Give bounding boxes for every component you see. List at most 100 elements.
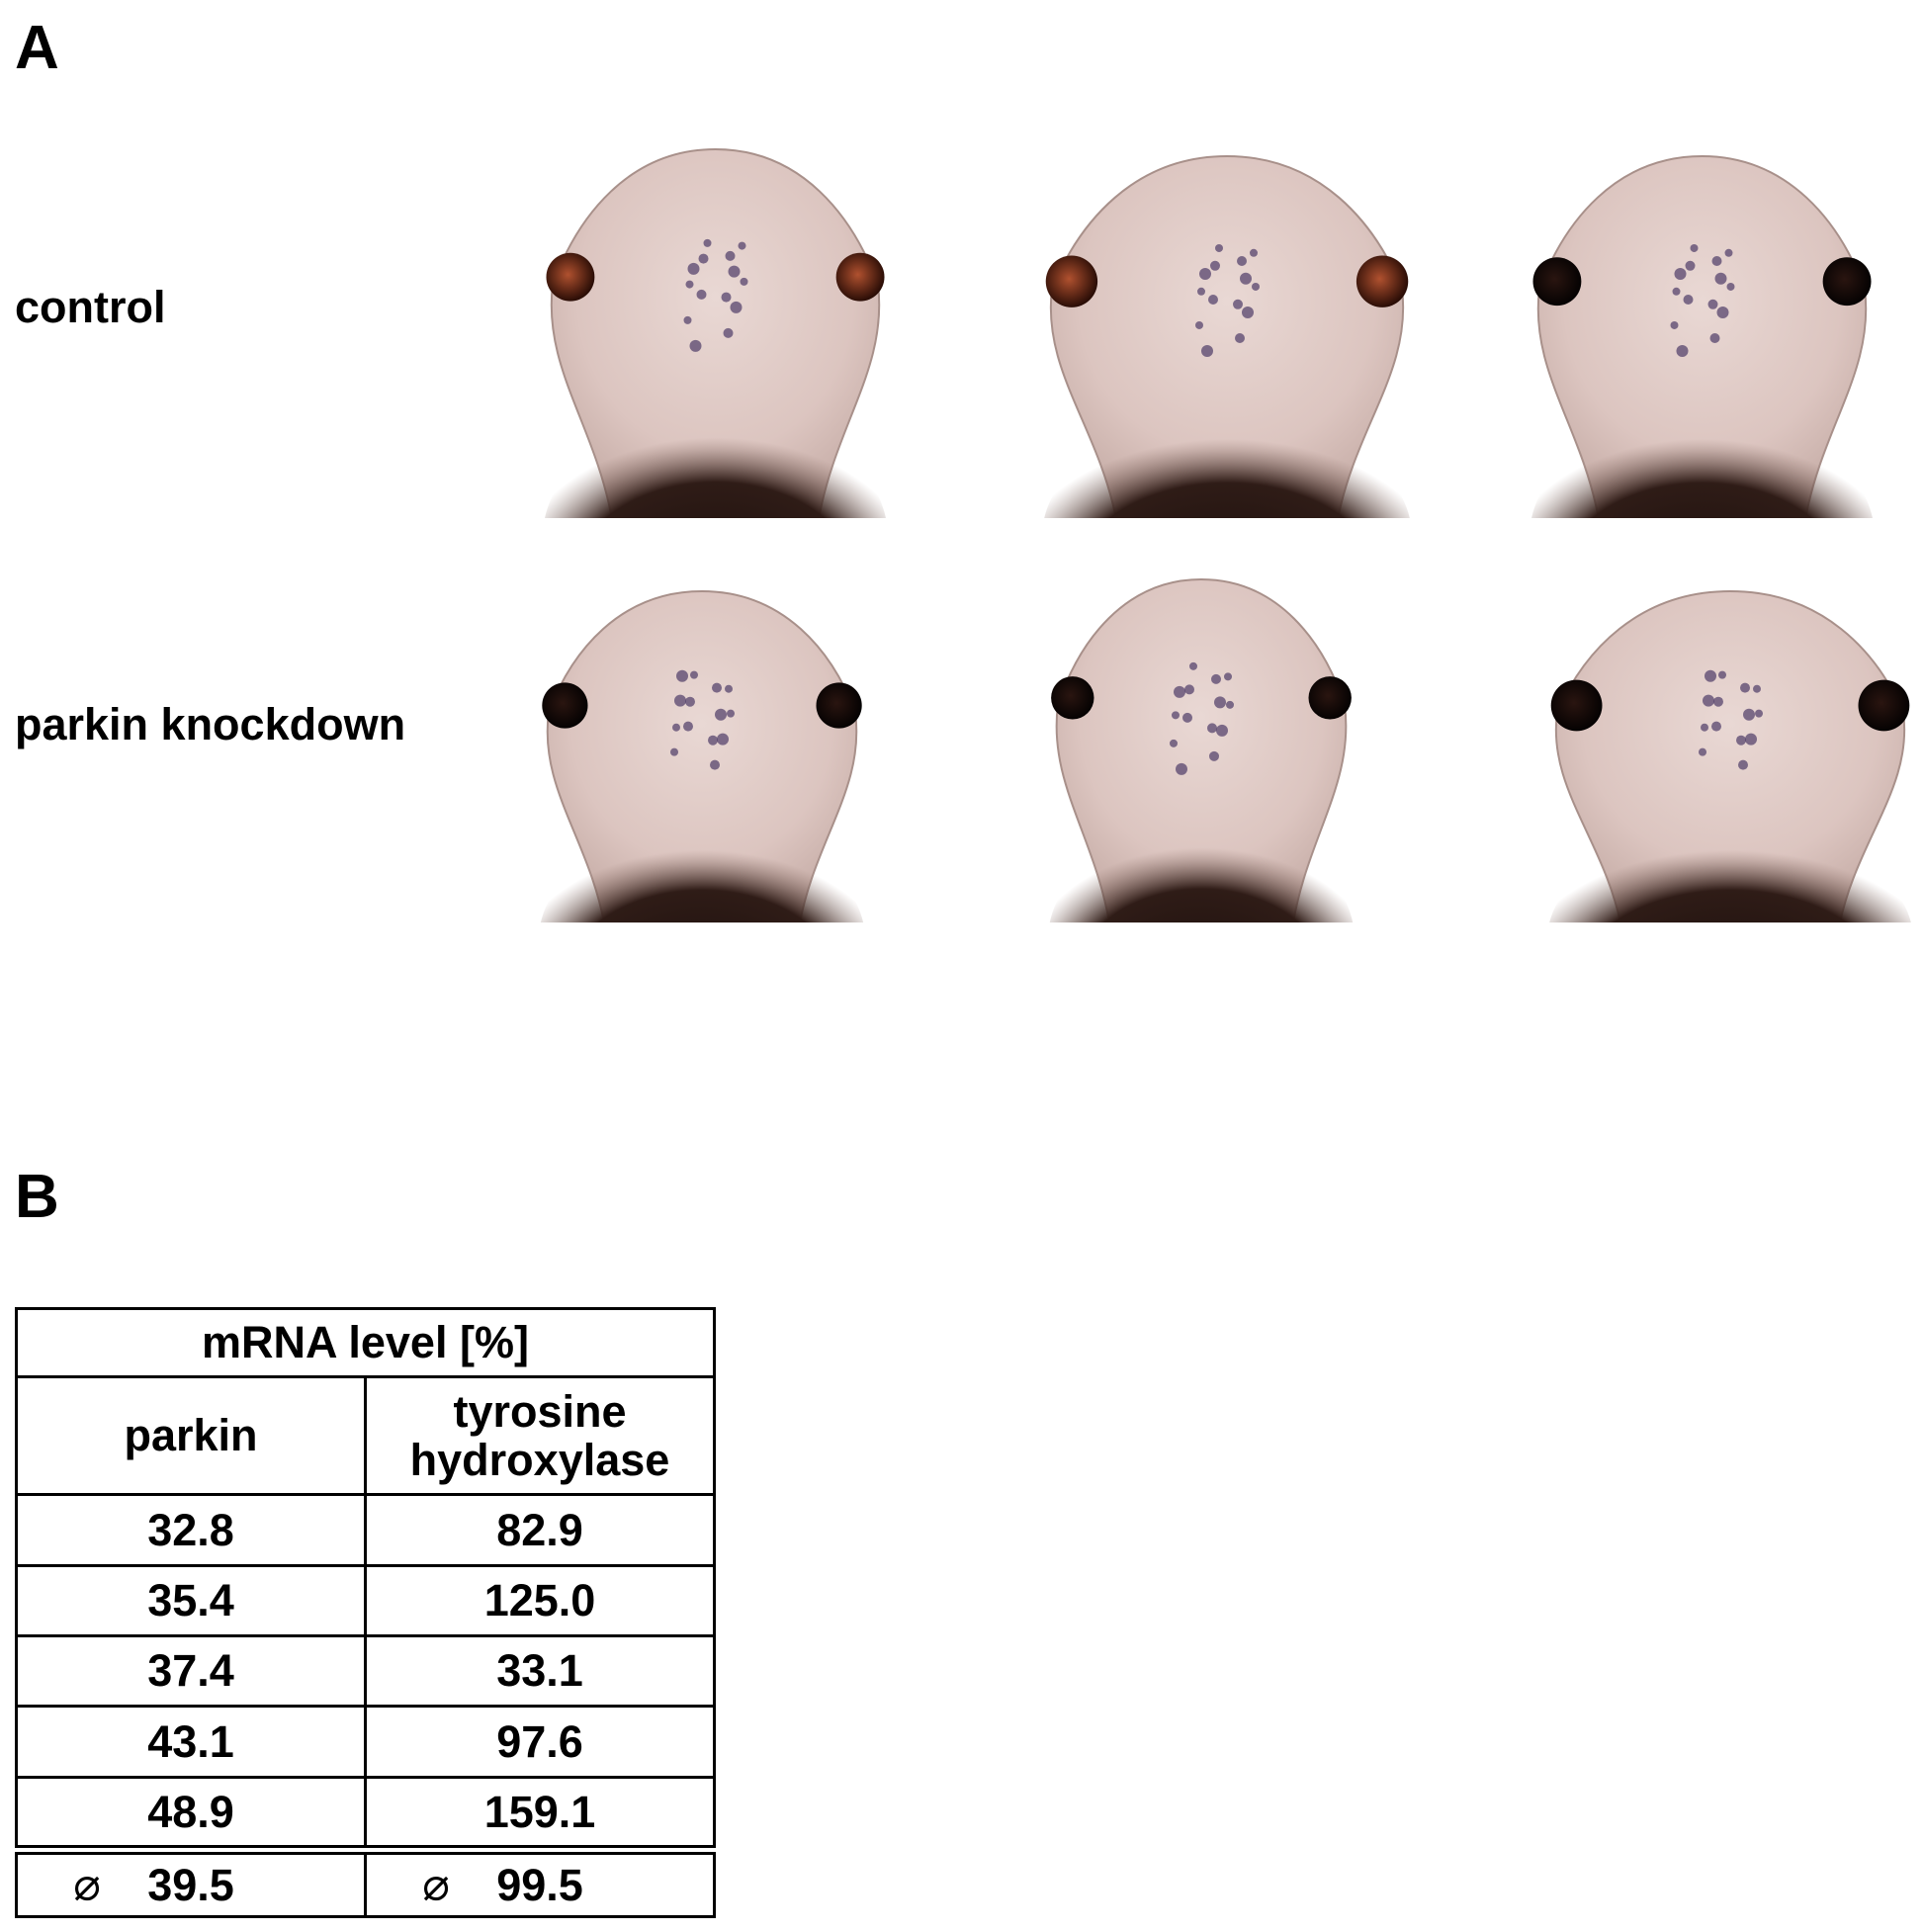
stain — [674, 694, 686, 707]
stain — [1195, 320, 1203, 329]
cell: 82.9 — [364, 1493, 716, 1567]
stain — [1172, 711, 1180, 720]
body — [1049, 824, 1354, 922]
stain — [1672, 287, 1681, 296]
data-row: 37.4 33.1 — [15, 1634, 716, 1708]
stain — [687, 262, 700, 275]
cell: 32.8 — [15, 1493, 367, 1567]
stain — [1718, 670, 1726, 679]
body — [1044, 414, 1410, 518]
body — [545, 412, 886, 518]
stain — [1199, 267, 1211, 280]
row-label: parkin knockdown — [15, 699, 406, 749]
stain — [703, 238, 712, 247]
stain — [1235, 332, 1245, 343]
eye — [816, 682, 862, 729]
stain — [1210, 260, 1220, 271]
stain — [725, 250, 736, 261]
head — [550, 147, 881, 518]
stain — [1755, 709, 1763, 718]
stain — [715, 708, 727, 721]
eye — [546, 252, 595, 302]
cell: 48.9 — [15, 1776, 367, 1851]
head — [1055, 577, 1348, 922]
stain — [1214, 696, 1226, 709]
stain — [1209, 750, 1219, 761]
stain — [725, 684, 733, 693]
stain — [1701, 723, 1708, 732]
data-row: 48.9 159.1 — [15, 1776, 716, 1851]
stain — [1670, 320, 1679, 329]
mean-value: 99.5 — [496, 1859, 583, 1910]
stain — [1240, 272, 1252, 285]
column-header: parkin — [15, 1375, 367, 1496]
micrograph — [545, 147, 886, 518]
head — [1536, 154, 1868, 518]
micrograph — [540, 589, 864, 922]
eye — [1858, 679, 1910, 732]
panel-label: A — [15, 14, 59, 82]
mean-marker: ⌀ — [421, 1857, 449, 1911]
data-row: 43.1 97.6 — [15, 1705, 716, 1779]
stain — [1709, 332, 1720, 343]
stain — [1674, 267, 1687, 280]
stain — [1176, 762, 1187, 775]
stain — [1676, 344, 1689, 357]
stain — [1714, 272, 1727, 285]
stain — [1716, 306, 1729, 318]
stain — [727, 709, 735, 718]
stain — [721, 292, 732, 303]
cell: 97.6 — [364, 1705, 716, 1779]
header-row: parkin tyrosine hydroxylase — [15, 1375, 716, 1496]
cell: 37.4 — [15, 1634, 367, 1708]
stain — [1224, 672, 1232, 681]
micrographs — [540, 147, 1911, 922]
stain — [685, 696, 695, 707]
eye — [1051, 676, 1094, 720]
stain — [670, 747, 678, 756]
cell: 33.1 — [364, 1634, 716, 1708]
stain — [1216, 724, 1228, 737]
micrograph — [1531, 154, 1873, 518]
stain — [1726, 282, 1735, 291]
mean-cell: ⌀ 99.5 — [364, 1844, 716, 1918]
stain — [740, 277, 748, 286]
eye — [1822, 257, 1872, 307]
micrograph-content — [545, 147, 886, 518]
stain — [1690, 243, 1699, 252]
micrograph-content — [540, 589, 864, 922]
stain — [690, 670, 698, 679]
micrograph-content — [1531, 154, 1873, 518]
stain — [672, 723, 680, 732]
eye — [1308, 676, 1352, 720]
stain — [712, 682, 722, 693]
stain — [1233, 299, 1243, 309]
cell: 159.1 — [364, 1776, 716, 1851]
stain — [683, 721, 693, 732]
stain — [1211, 673, 1221, 684]
micrograph-content — [1044, 154, 1410, 518]
cell: 43.1 — [15, 1705, 367, 1779]
micrograph-content — [1049, 577, 1354, 922]
eye — [542, 682, 588, 729]
stain — [1208, 294, 1218, 305]
row-label: control — [15, 282, 166, 332]
cell: 35.4 — [15, 1564, 367, 1637]
stain — [1705, 669, 1716, 682]
stain — [730, 301, 743, 313]
stain — [1713, 696, 1723, 707]
stain — [1685, 260, 1696, 271]
micrograph — [1044, 154, 1410, 518]
eye — [1550, 679, 1603, 732]
mrna-table: mRNA level [%] parkin tyrosine hydroxyla… — [15, 1307, 716, 1918]
mean-row: ⌀ 39.5 ⌀ 99.5 — [15, 1844, 716, 1918]
eye — [835, 252, 885, 302]
stain — [1215, 243, 1223, 252]
eye — [1532, 257, 1582, 307]
stain — [1252, 282, 1260, 291]
stain — [1740, 682, 1750, 693]
micrograph — [1049, 577, 1354, 922]
stain — [1170, 739, 1178, 747]
stain — [1182, 712, 1192, 723]
data-row: 35.4 125.0 — [15, 1564, 716, 1637]
